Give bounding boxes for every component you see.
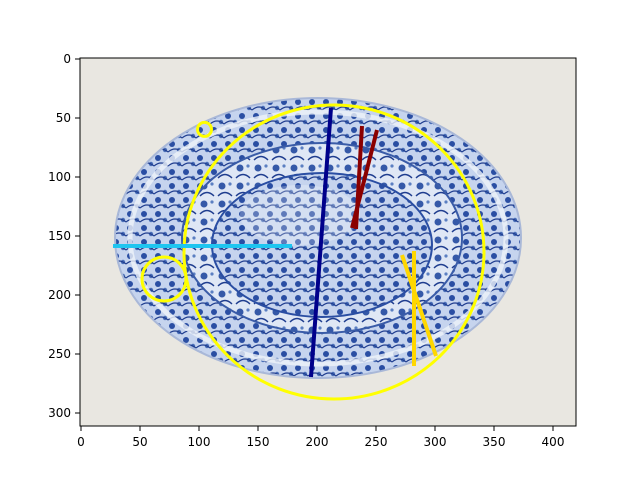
x-tick-label: 0 [77, 435, 85, 449]
dark-red-line-2 [350, 129, 379, 229]
y-tick-label: 0 [63, 52, 71, 66]
y-tick-label: 100 [48, 170, 71, 184]
mid-circle-annotation [140, 255, 188, 303]
y-tick-label: 250 [48, 347, 71, 361]
x-tick-label: 300 [424, 435, 447, 449]
x-tick-label: 350 [483, 435, 506, 449]
navy-line-annotation [309, 107, 333, 378]
x-tick-label: 50 [132, 435, 147, 449]
x-tick-label: 250 [365, 435, 388, 449]
x-tick-label: 400 [542, 435, 565, 449]
axes-frame [79, 57, 577, 427]
plate-rim-highlight [127, 109, 509, 367]
y-tick-label: 50 [56, 111, 71, 125]
y-axis: 0 50 100 150 200 250 300 [48, 52, 80, 420]
y-tick-label: 300 [48, 406, 71, 420]
y-tick-label: 150 [48, 229, 71, 243]
plate-center-sheen [240, 185, 360, 245]
annotations-layer [113, 103, 486, 401]
x-tick-label: 150 [247, 435, 270, 449]
photo-area [80, 58, 576, 426]
big-circle-annotation [182, 103, 486, 401]
x-tick-label: 100 [188, 435, 211, 449]
x-axis: 0 50 100 150 200 250 300 350 400 [77, 426, 564, 449]
x-tick-label: 200 [306, 435, 329, 449]
y-tick-label: 200 [48, 288, 71, 302]
small-circle-annotation [196, 120, 213, 138]
gold-line-1 [400, 254, 438, 357]
